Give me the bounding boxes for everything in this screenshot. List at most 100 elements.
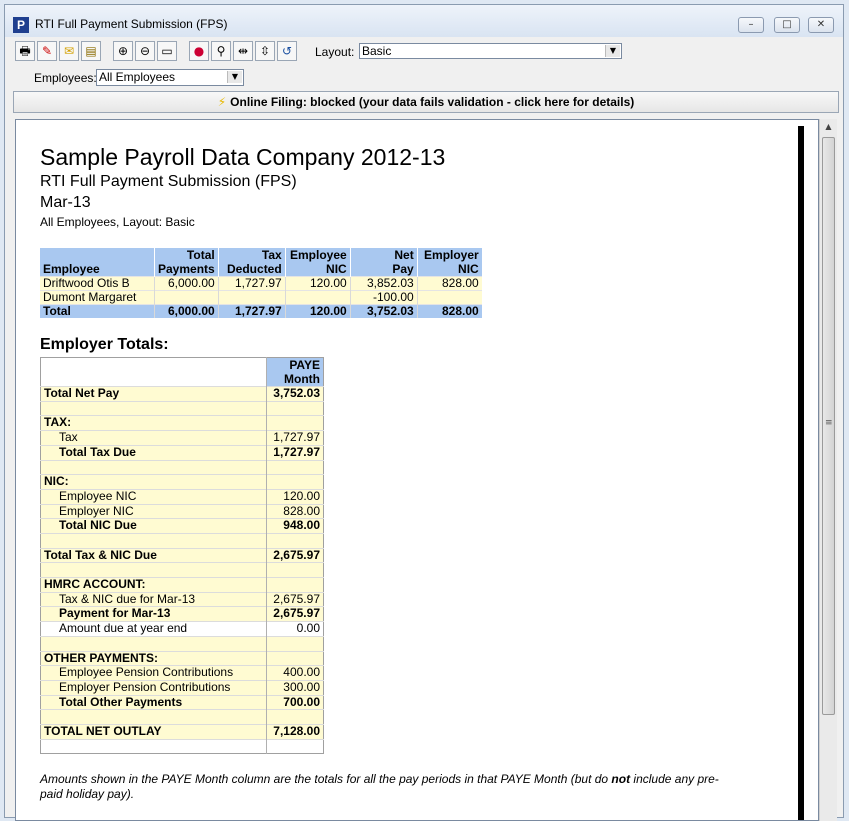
cell-net-pay: 3,752.03 <box>349 304 418 318</box>
pdf-icon[interactable]: ✎ <box>37 41 57 61</box>
totals-label: Employee NIC <box>40 488 267 505</box>
find-icon[interactable]: ⚲ <box>211 41 231 61</box>
cell-employee: Driftwood Otis B <box>40 276 155 291</box>
totals-label: TAX: <box>40 415 267 431</box>
totals-label <box>40 635 267 652</box>
totals-value: 1,727.97 <box>266 430 324 446</box>
table-row <box>40 400 324 416</box>
chevron-down-icon: ▼ <box>227 71 242 83</box>
totals-value <box>266 635 324 652</box>
cell-employee-nic: 120.00 <box>284 276 351 291</box>
online-filing-banner[interactable]: ⚡ Online Filing: blocked (your data fails… <box>13 91 839 113</box>
report-month: Mar-13 <box>40 194 91 211</box>
layout-select[interactable]: Basic ▼ <box>359 43 622 59</box>
totals-label: OTHER PAYMENTS: <box>40 650 267 666</box>
table-row: Employee Pension Contributions 400.00 <box>40 665 324 681</box>
maximize-button[interactable]: □ <box>774 17 800 33</box>
employees-select[interactable]: All Employees ▼ <box>96 69 244 86</box>
totals-label: HMRC ACCOUNT: <box>40 577 267 593</box>
layout-select-value: Basic <box>362 44 392 58</box>
table-row: TOTAL NET OUTLAY 7,128.00 <box>40 724 324 740</box>
table-row: NIC: <box>40 474 324 490</box>
cell-total-payments <box>154 290 219 305</box>
totals-value <box>266 709 324 725</box>
page-view-icon[interactable]: ▭ <box>157 41 177 61</box>
row-height-icon[interactable]: ⇳ <box>255 41 275 61</box>
scroll-up-icon[interactable]: ▲ <box>825 122 832 131</box>
minimize-button[interactable]: – <box>738 17 764 33</box>
cell-tax-deducted: 1,727.97 <box>217 304 286 318</box>
totals-value: 120.00 <box>266 488 324 505</box>
column-header: Employee NIC <box>284 248 351 277</box>
totals-label <box>40 709 267 725</box>
totals-value <box>266 459 324 475</box>
totals-value <box>266 533 324 549</box>
table-row: OTHER PAYMENTS: <box>40 650 324 666</box>
table-row <box>40 635 324 652</box>
colour-icon[interactable]: ● <box>189 41 209 61</box>
paye-month-header: PAYE Month <box>266 357 324 387</box>
totals-label: Total Net Pay <box>40 386 267 402</box>
totals-label: Amount due at year end <box>40 621 267 637</box>
zoom-in-icon[interactable]: ⊕ <box>113 41 133 61</box>
table-row <box>40 459 324 475</box>
totals-label <box>40 400 267 416</box>
totals-label: Total Tax & NIC Due <box>40 547 267 563</box>
vertical-scrollbar[interactable]: ▲ ≡ <box>819 119 837 821</box>
footnote: Amounts shown in the PAYE Month column a… <box>40 772 719 801</box>
report-window: P RTI Full Payment Submission (FPS) – □ … <box>4 4 844 821</box>
table-row: Driftwood Otis B 6,000.00 1,727.97 120.0… <box>40 276 482 291</box>
title-bar: P RTI Full Payment Submission (FPS) – □ … <box>5 5 843 37</box>
table-row: Dumont Margaret -100.00 <box>40 290 482 305</box>
totals-body: Total Net Pay 3,752.03 TAX: Tax 1,727.97 Tota… <box>40 386 324 754</box>
totals-value: 2,675.97 <box>266 606 324 622</box>
totals-value <box>266 577 324 593</box>
totals-label <box>40 738 267 754</box>
totals-value: 7,128.00 <box>266 724 324 740</box>
totals-value: 3,752.03 <box>266 386 324 402</box>
cell-net-pay: -100.00 <box>349 290 418 305</box>
totals-label <box>40 562 267 578</box>
totals-label: Total Tax Due <box>40 444 267 460</box>
refresh-icon[interactable]: ↺ <box>277 41 297 61</box>
column-header: Employee <box>40 248 155 277</box>
table-row: HMRC ACCOUNT: <box>40 577 324 593</box>
totals-value <box>266 562 324 578</box>
report-viewport: Sample Payroll Data Company 2012-13 RTI … <box>15 119 819 821</box>
app-icon: P <box>13 17 29 33</box>
cell-tax-deducted <box>217 290 286 305</box>
employees-select-value: All Employees <box>99 70 176 84</box>
cell-employee: Total <box>40 304 155 318</box>
report-filter: All Employees, Layout: Basic <box>40 215 195 229</box>
print-icon[interactable]: 🖶 <box>15 41 35 61</box>
window-title: RTI Full Payment Submission (FPS) <box>35 17 228 31</box>
cell-employee-nic <box>284 290 351 305</box>
clipboard-icon[interactable]: ▤ <box>81 41 101 61</box>
employee-table: Employee Total Payments Tax Deducted Emplo… <box>40 248 482 318</box>
totals-value: 2,675.97 <box>266 547 324 563</box>
column-width-icon[interactable]: ⇹ <box>233 41 253 61</box>
totals-header-blank <box>40 357 267 387</box>
totals-value: 2,675.97 <box>266 591 324 607</box>
cell-total-payments: 6,000.00 <box>154 304 219 318</box>
cell-total-payments: 6,000.00 <box>154 276 219 291</box>
column-header: Total Payments <box>154 248 219 277</box>
email-icon[interactable]: ✉ <box>59 41 79 61</box>
scroll-thumb[interactable]: ≡ <box>822 137 835 715</box>
totals-label: Total NIC Due <box>40 518 267 534</box>
table-row: Tax 1,727.97 <box>40 430 324 446</box>
totals-label: Tax <box>40 430 267 446</box>
table-row: Total NIC Due 948.00 <box>40 518 324 534</box>
totals-label: NIC: <box>40 474 267 490</box>
totals-label: Payment for Mar-13 <box>40 606 267 622</box>
totals-value <box>266 415 324 431</box>
zoom-out-icon[interactable]: ⊖ <box>135 41 155 61</box>
layout-label: Layout: <box>315 45 355 59</box>
table-row: Total Other Payments 700.00 <box>40 694 324 710</box>
table-row <box>40 709 324 725</box>
totals-label <box>40 533 267 549</box>
close-button[interactable]: ✕ <box>808 17 834 33</box>
online-filing-text: Online Filing: blocked (your data fails … <box>230 95 635 109</box>
cell-employer-nic: 828.00 <box>416 304 482 318</box>
lightning-icon: ⚡ <box>217 95 227 109</box>
